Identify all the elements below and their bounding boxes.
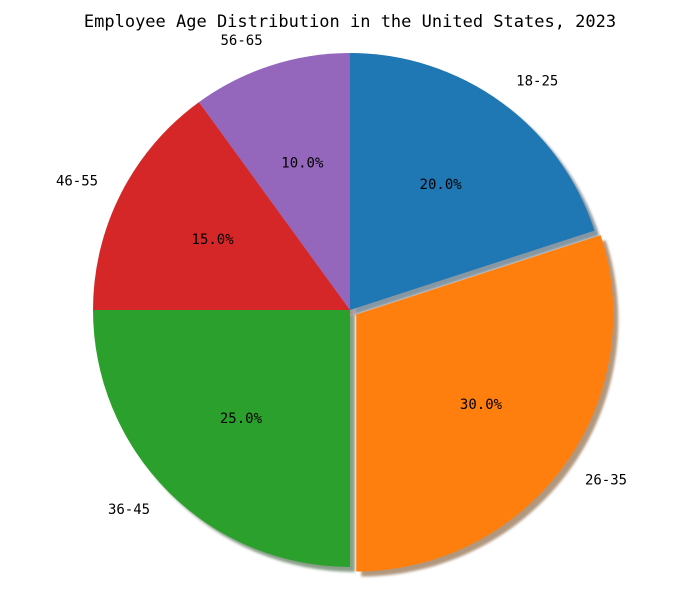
pie-slice-36-45 [93,310,350,567]
pie-category-label-36-45: 36-45 [108,502,150,518]
pie-percent-label-36-45: 25.0% [220,411,263,427]
pie-slice-56-65 [198,53,350,310]
pie-percent-label-46-55: 15.0% [192,232,235,248]
pie-slice-18-25 [350,53,595,310]
pie-category-label-56-65: 56-65 [220,33,262,49]
pie-category-label-18-25: 18-25 [516,73,558,89]
pie-percent-label-18-25: 20.0% [420,177,463,193]
chart-title: Employee Age Distribution in the United … [83,12,617,32]
pie-percent-label-56-65: 10.0% [281,155,324,171]
pie-category-label-46-55: 46-55 [56,174,98,190]
pie-category-label-26-35: 26-35 [585,473,627,489]
pie-percent-label-26-35: 30.0% [460,397,503,413]
pie-slice-26-35 [356,235,614,572]
pie-slice-layer [93,53,614,572]
pie-slice-46-55 [93,102,350,310]
pie-label-layer: 18-25 20.0% 26-35 30.0% 36-45 25.0% 46-55 15.0%… [56,33,627,518]
